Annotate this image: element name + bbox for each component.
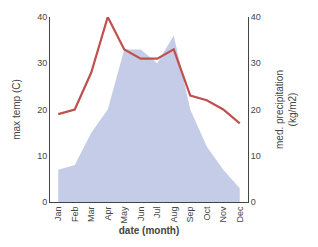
svg-text:Sep: Sep xyxy=(185,207,195,223)
svg-text:Jun: Jun xyxy=(136,207,146,222)
svg-text:Apr: Apr xyxy=(103,207,113,221)
svg-text:Dec: Dec xyxy=(235,206,245,223)
svg-text:0: 0 xyxy=(42,197,47,207)
svg-text:30: 30 xyxy=(251,58,261,68)
svg-text:med. precipitation(kg/m2): med. precipitation(kg/m2) xyxy=(274,70,298,149)
svg-text:10: 10 xyxy=(37,151,47,161)
svg-text:Nov: Nov xyxy=(218,206,228,223)
svg-text:Aug: Aug xyxy=(169,207,179,223)
svg-text:Mar: Mar xyxy=(86,207,96,223)
svg-text:20: 20 xyxy=(37,105,47,115)
svg-text:0: 0 xyxy=(251,197,256,207)
svg-text:30: 30 xyxy=(37,58,47,68)
svg-text:Oct: Oct xyxy=(202,206,212,221)
svg-text:10: 10 xyxy=(251,151,261,161)
svg-text:max temp (C): max temp (C) xyxy=(11,79,22,140)
svg-text:20: 20 xyxy=(251,105,261,115)
svg-text:Jan: Jan xyxy=(53,207,63,222)
svg-text:date (month): date (month) xyxy=(119,225,180,236)
svg-text:40: 40 xyxy=(251,12,261,22)
svg-text:May: May xyxy=(119,206,129,224)
svg-text:Jul: Jul xyxy=(152,207,162,219)
svg-text:Feb: Feb xyxy=(70,207,80,223)
svg-text:40: 40 xyxy=(37,12,47,22)
